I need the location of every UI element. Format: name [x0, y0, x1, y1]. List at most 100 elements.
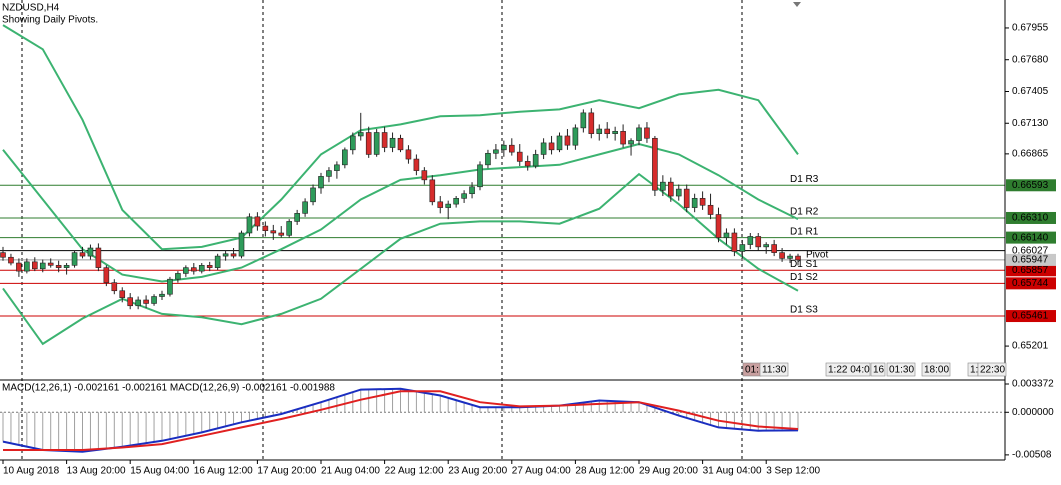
price-badge-label: 0.65744: [1012, 278, 1049, 289]
time-badge: [977, 362, 1007, 377]
candle-body: [564, 135, 571, 146]
candle-body: [175, 273, 181, 280]
candle-body: [556, 135, 563, 151]
candle-body: [453, 198, 459, 205]
candle-body: [652, 137, 658, 191]
candle-body: [159, 293, 165, 297]
candle-body: [683, 188, 690, 208]
candle-body: [548, 142, 555, 151]
time-badge-label: 22:30: [980, 365, 1005, 376]
time-badge-label: 01:: [745, 365, 759, 376]
candle-body: [445, 203, 452, 208]
time-badge-label: 16: [873, 365, 885, 376]
bollinger-band: [2, 24, 799, 251]
candle-body: [151, 296, 157, 304]
x-tick-label: 23 Aug 20:00: [448, 466, 507, 477]
candle-body: [699, 198, 706, 206]
candle-body: [667, 181, 674, 197]
time-badge-label: 1:: [970, 365, 978, 376]
x-tick-label: 22 Aug 12:00: [385, 466, 444, 477]
time-badge: [759, 362, 789, 377]
price-badge: [1006, 211, 1056, 224]
candle-body: [39, 262, 46, 270]
candle-body: [405, 149, 412, 160]
bollinger-band: [2, 142, 799, 283]
candle-body: [763, 244, 770, 248]
candle-body: [127, 297, 133, 307]
x-tick-label: 3 Sep 12:00: [766, 466, 820, 477]
y-tick-label: 0.003372: [1012, 379, 1054, 390]
candle-body: [286, 221, 293, 236]
candle-body: [588, 112, 595, 134]
x-tick-label: 29 Aug 20:00: [639, 466, 698, 477]
x-tick-label: 16 Aug 12:00: [194, 466, 253, 477]
candle-body: [501, 144, 507, 151]
price-badge-label: 0.65857: [1012, 265, 1049, 276]
candle-body: [310, 187, 316, 203]
price-badge: [1006, 179, 1056, 192]
x-tick-label: 13 Aug 20:00: [67, 466, 126, 477]
candle-body: [183, 267, 189, 274]
time-badge: [870, 362, 886, 377]
candle-body: [63, 265, 70, 268]
candle-body: [397, 137, 404, 151]
candle-body: [485, 152, 491, 166]
candle-body: [342, 149, 348, 166]
x-tick-label: 17 Aug 20:00: [257, 466, 316, 477]
candle-body: [469, 186, 475, 195]
y-tick-label: 0.67680: [1012, 54, 1049, 65]
shift-marker: [793, 2, 801, 7]
pivot-label: D1 S2: [790, 272, 818, 283]
price-badge: [1006, 310, 1056, 323]
candle-body: [389, 137, 396, 148]
candle-body: [381, 132, 388, 148]
candle-body: [620, 131, 626, 145]
price-badge-label: 0.66310: [1012, 213, 1049, 224]
candle-body: [437, 201, 444, 208]
chart-title: NZDUSD,H4: [2, 3, 60, 14]
candle-body: [516, 151, 523, 162]
time-badge-label: 1:22 04:0: [828, 365, 870, 376]
candle-body: [660, 181, 666, 191]
candle-body: [191, 267, 197, 272]
candle-body: [87, 247, 94, 257]
candle-body: [365, 132, 372, 155]
candle-body: [747, 236, 754, 245]
candle-body: [326, 170, 332, 177]
candle-body: [294, 213, 300, 222]
pivot-label: D1 S1: [790, 259, 818, 270]
candle-body: [214, 255, 221, 268]
y-tick-label: 0.66865: [1012, 149, 1049, 160]
chart-subtitle: Showing Daily Pivots.: [2, 15, 98, 26]
candle-body: [715, 214, 722, 238]
price-badge: [1006, 253, 1056, 266]
candle-body: [628, 140, 634, 145]
candle-body: [612, 131, 618, 134]
candle-body: [119, 290, 126, 298]
macd-line: [2, 387, 799, 453]
price-badge: [1006, 277, 1056, 290]
candle-body: [596, 128, 603, 134]
candle-body: [16, 262, 22, 272]
pivot-label: Pivot: [806, 249, 828, 260]
candle-body: [755, 236, 762, 248]
candle-body: [8, 256, 14, 264]
candle-body: [357, 132, 364, 137]
pivot-label: D1 S3: [790, 305, 818, 316]
candle-body: [103, 267, 110, 283]
pivot-label: D1 R3: [790, 174, 819, 185]
x-tick-label: 27 Aug 04:00: [512, 466, 571, 477]
candle-body: [55, 265, 62, 268]
price-badge-label: 0.65461: [1012, 311, 1049, 322]
candle-body: [24, 261, 30, 272]
time-badge: [921, 362, 951, 377]
candle-body: [167, 278, 173, 295]
candle-body: [477, 164, 483, 188]
x-tick-label: 31 Aug 04:00: [703, 466, 762, 477]
price-badge: [1006, 244, 1056, 257]
candle-body: [707, 204, 714, 215]
y-tick-label: 0.67130: [1012, 118, 1049, 129]
candle-body: [254, 216, 261, 227]
candle-body: [135, 299, 141, 307]
x-tick-label: 21 Aug 04:00: [321, 466, 380, 477]
